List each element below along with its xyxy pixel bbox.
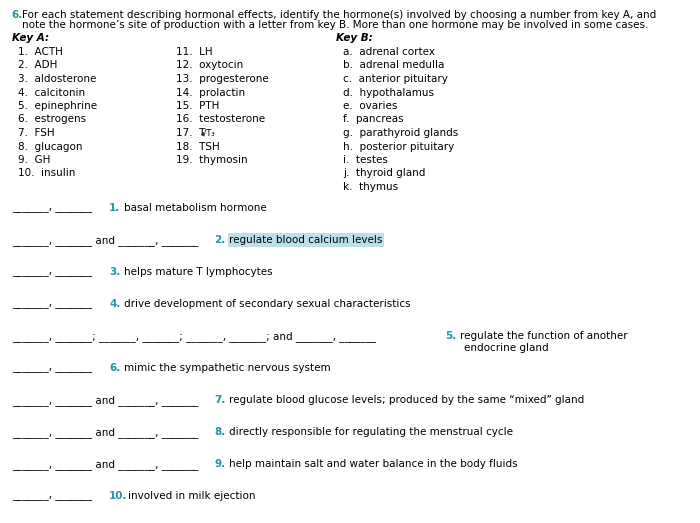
Text: helps mature T lymphocytes: helps mature T lymphocytes (125, 267, 273, 277)
Text: _______, _______ and _______, _______: _______, _______ and _______, _______ (12, 235, 198, 246)
Text: Key B:: Key B: (336, 33, 373, 43)
Text: 3.  aldosterone: 3. aldosterone (18, 74, 97, 84)
Text: mimic the sympathetic nervous system: mimic the sympathetic nervous system (125, 363, 331, 373)
Text: 16.  testosterone: 16. testosterone (176, 115, 265, 124)
Text: involved in milk ejection: involved in milk ejection (127, 491, 256, 501)
Text: 10.  insulin: 10. insulin (18, 168, 76, 178)
Text: 7.: 7. (214, 395, 225, 405)
Text: g.  parathyroid glands: g. parathyroid glands (343, 128, 458, 138)
Text: 4.  calcitonin: 4. calcitonin (18, 87, 85, 97)
Text: _______, _______ and _______, _______: _______, _______ and _______, _______ (12, 427, 198, 438)
Text: 2.: 2. (214, 235, 225, 245)
Text: 8.  glucagon: 8. glucagon (18, 142, 83, 152)
Text: 11.  LH: 11. LH (176, 47, 213, 57)
Text: a.  adrenal cortex: a. adrenal cortex (343, 47, 435, 57)
Text: c.  anterior pituitary: c. anterior pituitary (343, 74, 448, 84)
Text: 10.: 10. (109, 491, 127, 501)
Text: regulate the function of another: regulate the function of another (461, 331, 628, 341)
Text: d.  hypothalamus: d. hypothalamus (343, 87, 434, 97)
Text: 6.: 6. (12, 10, 23, 20)
Text: drive development of secondary sexual characteristics: drive development of secondary sexual ch… (125, 299, 411, 309)
Text: 8.: 8. (214, 427, 225, 437)
Text: 9.: 9. (214, 459, 225, 469)
Text: k.  thymus: k. thymus (343, 182, 398, 192)
Text: help maintain salt and water balance in the body fluids: help maintain salt and water balance in … (230, 459, 518, 469)
Text: _______, _______: _______, _______ (12, 267, 92, 277)
Text: 5.  epinephrine: 5. epinephrine (18, 101, 97, 111)
Text: e.  ovaries: e. ovaries (343, 101, 397, 111)
Text: h.  posterior pituitary: h. posterior pituitary (343, 142, 454, 152)
Text: regulate blood calcium levels: regulate blood calcium levels (230, 235, 383, 245)
Text: 12.  oxytocin: 12. oxytocin (176, 61, 244, 71)
Text: j.  thyroid gland: j. thyroid gland (343, 168, 425, 178)
Text: regulate blood glucose levels; produced by the same “mixed” gland: regulate blood glucose levels; produced … (230, 395, 584, 405)
Text: For each statement describing hormonal effects, identify the hormone(s) involved: For each statement describing hormonal e… (22, 10, 656, 20)
Text: ₄/T₃: ₄/T₃ (201, 128, 216, 137)
Text: 6.  estrogens: 6. estrogens (18, 115, 87, 124)
Text: i.  testes: i. testes (343, 155, 388, 165)
Text: _______, _______ and _______, _______: _______, _______ and _______, _______ (12, 395, 198, 406)
Text: _______, _______: _______, _______ (12, 363, 92, 373)
Text: b.  adrenal medulla: b. adrenal medulla (343, 61, 444, 71)
Text: 17.  T: 17. T (176, 128, 206, 138)
Text: _______, _______: _______, _______ (12, 491, 92, 501)
Text: 18.  TSH: 18. TSH (176, 142, 220, 152)
Text: 1.  ACTH: 1. ACTH (18, 47, 64, 57)
Text: 3.: 3. (109, 267, 120, 277)
Text: 5.: 5. (445, 331, 456, 341)
Text: _______, _______ and _______, _______: _______, _______ and _______, _______ (12, 459, 198, 470)
Text: note the hormone’s site of production with a letter from key B. More than one ho: note the hormone’s site of production wi… (22, 20, 648, 30)
Text: _______, _______: _______, _______ (12, 299, 92, 309)
Text: 15.  PTH: 15. PTH (176, 101, 220, 111)
Text: 4.: 4. (109, 299, 120, 309)
Text: 19.  thymosin: 19. thymosin (176, 155, 248, 165)
Text: 13.  progesterone: 13. progesterone (176, 74, 270, 84)
Text: 6.: 6. (109, 363, 120, 373)
Text: _______, _______; _______, _______; _______, _______; and _______, _______: _______, _______; _______, _______; ____… (12, 331, 376, 342)
Text: directly responsible for regulating the menstrual cycle: directly responsible for regulating the … (230, 427, 513, 437)
Text: endocrine gland: endocrine gland (464, 343, 548, 353)
Text: 2.  ADH: 2. ADH (18, 61, 58, 71)
Text: f.  pancreas: f. pancreas (343, 115, 403, 124)
Text: basal metabolism hormone: basal metabolism hormone (125, 203, 267, 213)
Text: 14.  prolactin: 14. prolactin (176, 87, 246, 97)
Text: 9.  GH: 9. GH (18, 155, 51, 165)
Text: _______, _______: _______, _______ (12, 203, 92, 213)
Text: Key A:: Key A: (12, 33, 49, 43)
Text: 1.: 1. (109, 203, 120, 213)
Text: 7.  FSH: 7. FSH (18, 128, 55, 138)
